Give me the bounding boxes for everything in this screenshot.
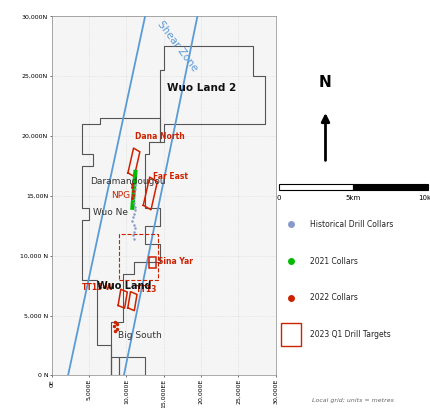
Text: 0: 0 — [276, 195, 280, 201]
Bar — [148, 257, 156, 268]
Text: Shear Zone: Shear Zone — [155, 19, 199, 73]
Text: Dana North: Dana North — [135, 132, 185, 141]
Text: N: N — [318, 75, 331, 90]
Text: Daramandougou: Daramandougou — [90, 177, 166, 186]
Bar — [119, 234, 157, 279]
Text: NPG: NPG — [111, 191, 130, 200]
Text: Wuo Ne: Wuo Ne — [92, 208, 128, 217]
Text: 5km: 5km — [345, 195, 360, 201]
Text: TT13: TT13 — [135, 285, 157, 294]
Text: 10km: 10km — [417, 195, 430, 201]
Text: Historical Drill Collars: Historical Drill Collars — [309, 220, 393, 229]
Text: Local grid; units = metres: Local grid; units = metres — [312, 398, 393, 403]
Text: Wuo Land 2: Wuo Land 2 — [166, 83, 235, 93]
Text: 2021 Collars: 2021 Collars — [309, 257, 357, 266]
Text: Sina Yar: Sina Yar — [157, 257, 192, 266]
Text: 2022 Collars: 2022 Collars — [309, 293, 357, 302]
Text: Big South: Big South — [118, 331, 162, 340]
Text: Wuo Land: Wuo Land — [96, 281, 150, 290]
Bar — [353, 184, 427, 190]
Bar — [278, 184, 353, 190]
Text: Far East: Far East — [153, 173, 188, 182]
Text: TT13-W: TT13-W — [82, 283, 114, 292]
Text: 2023 Q1 Drill Targets: 2023 Q1 Drill Targets — [309, 330, 390, 339]
